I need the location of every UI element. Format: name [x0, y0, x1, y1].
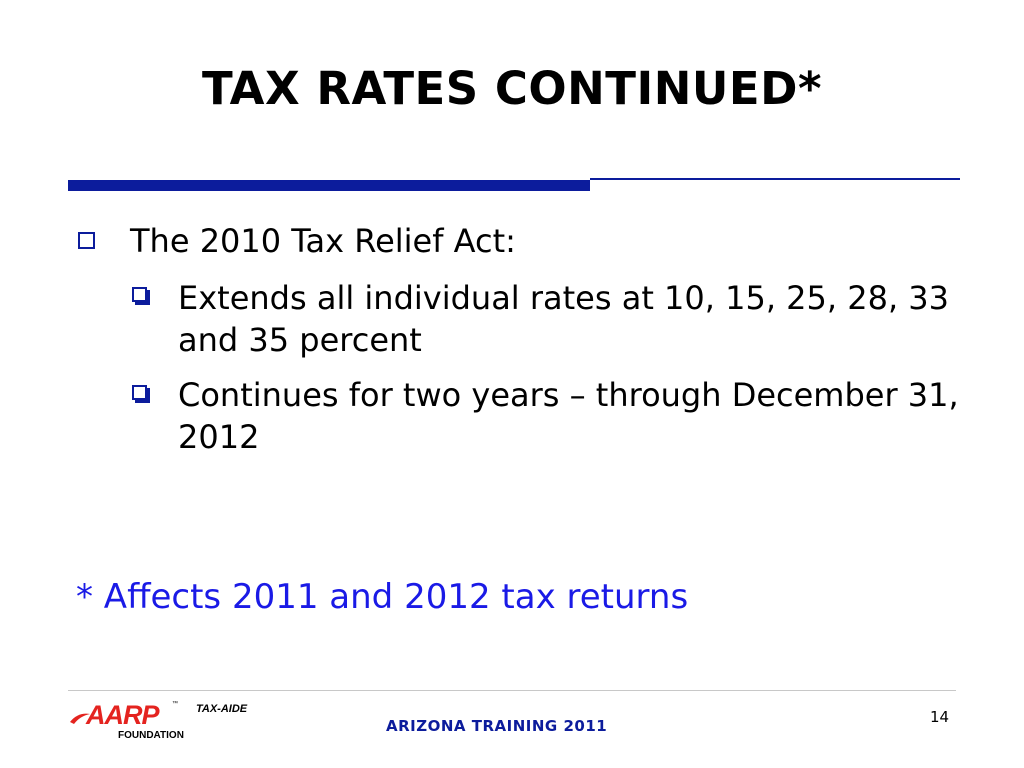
- aarp-foundation-taxaide-logo: AARP ™ TAX-AIDE FOUNDATION: [68, 700, 278, 748]
- footer-text: ARIZONA TRAINING 2011: [386, 717, 608, 735]
- shadow-square-bullet-icon: [132, 385, 150, 403]
- logo-brand: AARP: [86, 700, 160, 730]
- slide-title: TAX RATES CONTINUED*: [201, 62, 823, 115]
- shadow-square-bullet-icon: [132, 287, 150, 305]
- footer-divider: [68, 690, 956, 691]
- bullet-level1-text: The 2010 Tax Relief Act:: [130, 222, 516, 260]
- hollow-square-bullet-icon: [78, 232, 95, 249]
- page-number: 14: [930, 708, 950, 726]
- bullet-level2-text: Extends all individual rates at 10, 15, …: [178, 279, 949, 359]
- logo-program: TAX-AIDE: [196, 703, 248, 715]
- footnote: * Affects 2011 and 2012 tax returns: [76, 577, 689, 617]
- logo-trademark: ™: [172, 701, 178, 707]
- title-underline-thick: [68, 180, 590, 191]
- title-underline-thin: [590, 178, 960, 180]
- aarp-swoosh-icon: [70, 713, 90, 724]
- bullet-level2-text: Continues for two years – through Decemb…: [178, 376, 959, 456]
- logo-subtext: FOUNDATION: [118, 730, 184, 741]
